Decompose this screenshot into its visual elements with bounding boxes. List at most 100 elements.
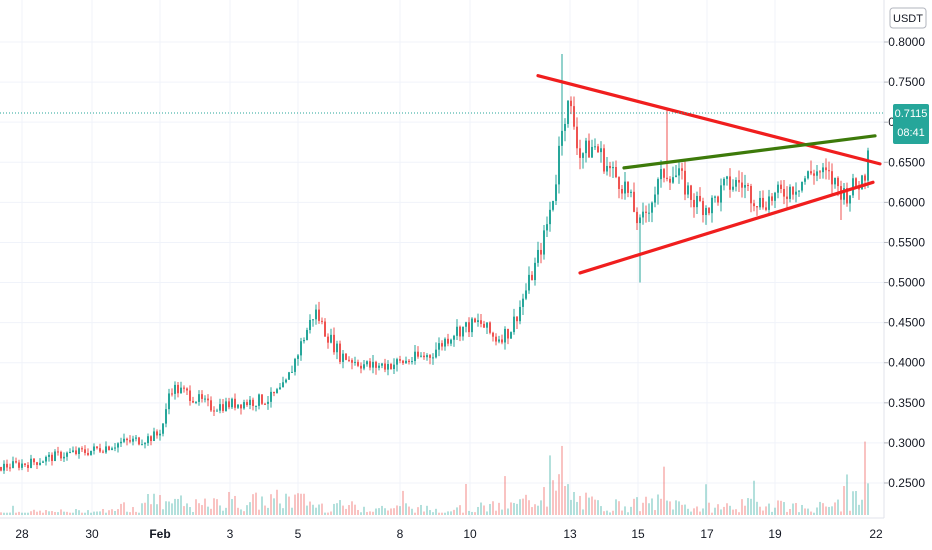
candle-body <box>546 224 548 231</box>
volume-bar <box>171 503 173 515</box>
volume-bar <box>66 511 68 515</box>
candle-body <box>738 180 740 183</box>
candle-body <box>315 309 317 320</box>
volume-bar <box>120 503 122 515</box>
volume-bar <box>636 497 638 515</box>
candle-body <box>744 184 746 188</box>
candle-body <box>399 359 401 361</box>
volume-bar <box>18 511 20 515</box>
candle-body <box>849 195 851 204</box>
volume-bar <box>684 504 686 515</box>
candle-body <box>237 404 239 408</box>
candle-body <box>657 179 659 195</box>
volume-bar <box>756 501 758 515</box>
volume-bar <box>285 493 287 515</box>
volume-bar <box>72 512 74 515</box>
time-tick-label: 3 <box>227 527 234 541</box>
volume-bar <box>678 501 680 515</box>
candle-body <box>498 339 500 342</box>
time-axis[interactable]: 28 30 Feb 3 5 8 10 13 15 17 19 22 <box>0 517 884 541</box>
candle-body <box>861 175 863 190</box>
candle-body <box>432 357 434 359</box>
candle-body <box>606 165 608 172</box>
volume-bar <box>399 506 401 515</box>
volume-bar <box>789 509 791 515</box>
volume-bar <box>726 503 728 515</box>
price-tick-label: 0.4500 <box>888 316 925 330</box>
volume-bar <box>150 504 152 515</box>
candle-body <box>684 170 686 195</box>
candle-body <box>702 201 704 216</box>
price-axis[interactable]: USDT 0.80000.75000.70000.65000.60000.550… <box>883 0 929 518</box>
volume-bar <box>207 506 209 515</box>
volume-bar <box>840 511 842 515</box>
volume-bar <box>837 499 839 515</box>
volume-bar <box>99 511 101 515</box>
volume-bar <box>147 494 149 515</box>
volume-bar <box>387 510 389 515</box>
volume-bar <box>204 498 206 515</box>
candle-body <box>42 461 44 463</box>
candle-body <box>477 320 479 322</box>
volume-bar <box>213 498 215 515</box>
candle-body <box>699 195 701 202</box>
volume-bar <box>417 507 419 515</box>
candle-body <box>276 389 278 394</box>
candle-body <box>198 394 200 402</box>
candle-body <box>462 326 464 337</box>
candle-body <box>249 399 251 406</box>
candle-body <box>531 274 533 281</box>
volume-bar <box>177 498 179 515</box>
candle-body <box>678 168 680 176</box>
candle-body <box>435 349 437 358</box>
trendline-support[interactable] <box>578 180 875 275</box>
volume-bar <box>777 500 779 515</box>
candle-body <box>27 464 29 468</box>
currency-badge[interactable]: USDT <box>889 7 927 29</box>
volume-bar <box>411 508 413 515</box>
volume-bar <box>504 476 506 515</box>
candle-body <box>33 458 35 463</box>
volume-bar <box>267 507 269 515</box>
volume-bar <box>603 511 605 515</box>
time-tick-label: 13 <box>563 527 577 541</box>
candle-body <box>345 353 347 360</box>
candle-body <box>510 332 512 339</box>
volume-bar <box>558 474 560 515</box>
price-tick-label: 0.8000 <box>888 35 925 49</box>
volume-bar <box>723 506 725 515</box>
candle-body <box>825 167 827 171</box>
candle-body <box>201 394 203 399</box>
volume-bar <box>540 500 542 515</box>
candle-body <box>369 361 371 368</box>
candle-body <box>138 437 140 445</box>
candle-body <box>726 176 728 179</box>
volume-bar <box>342 505 344 515</box>
candle-body <box>159 433 161 436</box>
candle-body <box>351 360 353 363</box>
candle-body <box>342 353 344 362</box>
volume-bar <box>324 512 326 515</box>
volume-bar <box>42 512 44 515</box>
candle-body <box>207 398 209 401</box>
candle-body <box>60 451 62 459</box>
candle-body <box>528 274 530 291</box>
candle-body <box>867 150 869 181</box>
candle-body <box>504 328 506 343</box>
volume-bar <box>366 511 368 515</box>
candle-body <box>471 318 473 333</box>
volume-bar <box>663 466 665 515</box>
trendline-resistance[interactable] <box>536 74 882 166</box>
trendlines[interactable] <box>536 74 882 275</box>
volume-bar <box>732 509 734 515</box>
candle-body <box>747 184 749 187</box>
volume-bar <box>57 512 59 515</box>
trendline-channel-top[interactable] <box>622 134 877 170</box>
candle-body <box>120 441 122 444</box>
volume-bar <box>39 510 41 515</box>
candle-body <box>426 355 428 358</box>
candle-body <box>573 106 575 127</box>
candle-body <box>615 167 617 178</box>
